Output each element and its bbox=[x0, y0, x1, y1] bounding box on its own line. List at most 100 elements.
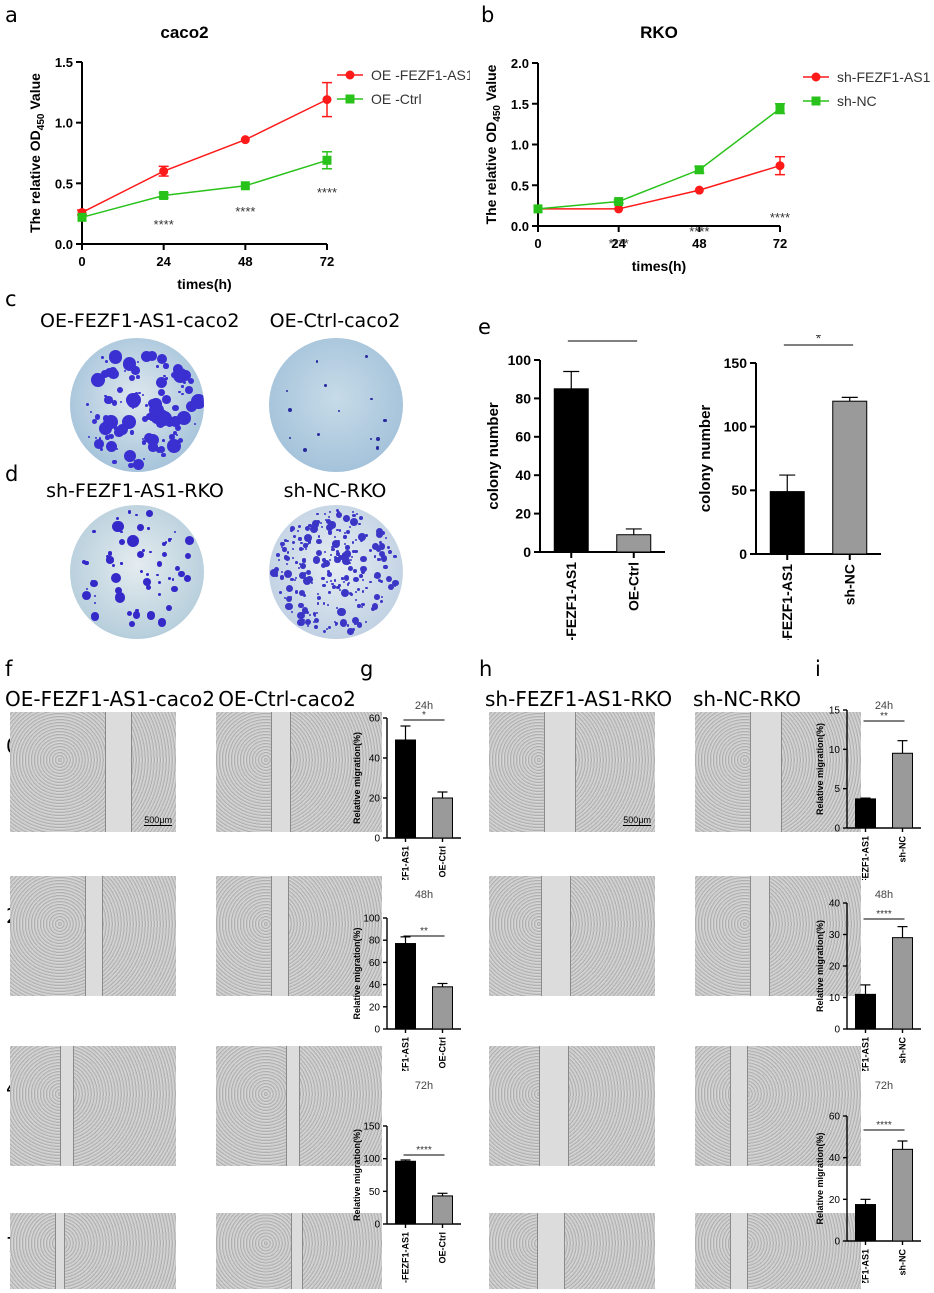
colony bbox=[359, 573, 364, 578]
colony bbox=[282, 547, 287, 552]
colony bbox=[390, 585, 394, 588]
colony bbox=[388, 549, 393, 555]
colony bbox=[334, 535, 337, 538]
bar bbox=[892, 1148, 913, 1242]
colony bbox=[311, 520, 320, 528]
wound-label-sh-fezf1: sh-FEZF1-AS1-RKO bbox=[485, 687, 673, 711]
colony-label-oe-fezf1: OE-FEZF1-AS1-caco2 bbox=[40, 310, 240, 332]
bar bbox=[855, 1204, 876, 1242]
colony bbox=[336, 607, 339, 610]
y-tick-label: 10 bbox=[829, 993, 841, 1004]
y-tick-label: 60 bbox=[369, 958, 381, 969]
colony bbox=[333, 579, 337, 582]
colony bbox=[124, 449, 137, 462]
x-tick-label: 48 bbox=[238, 254, 252, 269]
significance-label: **** bbox=[689, 224, 709, 239]
scratch-gap bbox=[750, 712, 782, 832]
colony bbox=[146, 351, 157, 361]
colony bbox=[337, 607, 346, 617]
colony bbox=[353, 576, 359, 582]
colony bbox=[171, 441, 176, 446]
colony bbox=[385, 576, 392, 583]
colony bbox=[157, 592, 161, 596]
colony bbox=[324, 551, 327, 554]
colony bbox=[128, 462, 135, 469]
wound-label-oe-ctrl: OE-Ctrl-caco2 bbox=[218, 687, 356, 711]
y-tick-label: 100 bbox=[508, 352, 532, 368]
colony bbox=[381, 555, 388, 562]
colony bbox=[171, 578, 175, 581]
colony bbox=[178, 570, 185, 578]
colony bbox=[325, 524, 333, 532]
colony bbox=[383, 418, 387, 423]
line-chart-rko: RKO 0.0 0.5 1.0 1.5 2.0 0 24 48 72 times(h) The rel… bbox=[483, 23, 931, 274]
colony bbox=[163, 374, 167, 378]
wound-image bbox=[695, 1213, 861, 1289]
colony bbox=[127, 535, 140, 548]
colony bbox=[341, 552, 345, 556]
colony bbox=[357, 533, 366, 542]
y-tick-label: 0 bbox=[374, 834, 380, 845]
data-point bbox=[240, 181, 250, 191]
colony bbox=[323, 629, 327, 633]
colony bbox=[286, 539, 289, 543]
scratch-gap bbox=[85, 876, 103, 996]
colony bbox=[81, 559, 86, 564]
colony bbox=[178, 390, 182, 394]
significance-label: ** bbox=[597, 335, 608, 342]
colony bbox=[84, 560, 89, 565]
colony bbox=[149, 418, 153, 422]
bar bbox=[395, 1160, 416, 1225]
colony bbox=[316, 512, 319, 516]
colony bbox=[325, 581, 329, 584]
y-tick-label: 0.0 bbox=[55, 237, 73, 252]
colony bbox=[335, 511, 342, 518]
colony bbox=[330, 545, 334, 549]
y-tick-label: 20 bbox=[369, 794, 381, 805]
colony bbox=[111, 572, 122, 583]
colony bbox=[316, 433, 321, 437]
colony bbox=[291, 557, 294, 560]
y-axis-label: colony number bbox=[697, 405, 714, 513]
y-tick-label: 60 bbox=[369, 714, 381, 725]
colony bbox=[307, 624, 309, 627]
colony bbox=[346, 582, 350, 586]
x-tick-label: OE-Ctrl bbox=[438, 1037, 448, 1069]
y-tick-label: 10 bbox=[829, 745, 841, 756]
colony bbox=[334, 621, 337, 624]
data-point bbox=[775, 104, 785, 114]
colony bbox=[295, 561, 298, 564]
colony bbox=[307, 542, 310, 545]
y-tick-label: 40 bbox=[829, 1153, 841, 1164]
y-tick-label: 80 bbox=[515, 390, 531, 406]
colony bbox=[327, 530, 333, 535]
colony bbox=[348, 582, 351, 585]
colony bbox=[344, 531, 347, 534]
line-chart-caco2: caco2 0.0 0.5 1.0 1.5 0 24 48 72 times(h) The rela… bbox=[27, 23, 470, 292]
chart-title: 72h bbox=[875, 1080, 893, 1092]
colony bbox=[354, 622, 357, 625]
colony bbox=[165, 605, 172, 612]
colony bbox=[322, 558, 326, 562]
colony bbox=[148, 442, 158, 452]
colony bbox=[142, 393, 145, 396]
colony bbox=[314, 625, 319, 630]
y-tick-label: 100 bbox=[363, 914, 380, 925]
colony bbox=[355, 598, 358, 601]
colony bbox=[133, 458, 145, 470]
x-tick-label: sh-NC bbox=[842, 564, 858, 605]
chart-title: 72h bbox=[415, 1080, 433, 1092]
colony bbox=[303, 543, 308, 548]
colony bbox=[115, 592, 126, 603]
bar bbox=[616, 534, 652, 553]
colony bbox=[361, 579, 365, 582]
colony bbox=[329, 558, 332, 561]
colony bbox=[379, 550, 386, 557]
colony bbox=[143, 457, 146, 460]
colony bbox=[347, 628, 354, 635]
colony bbox=[341, 552, 349, 559]
wound-image bbox=[489, 1213, 655, 1289]
colony bbox=[107, 551, 113, 557]
y-tick-label: 5 bbox=[834, 784, 840, 795]
bar bbox=[432, 986, 453, 1030]
